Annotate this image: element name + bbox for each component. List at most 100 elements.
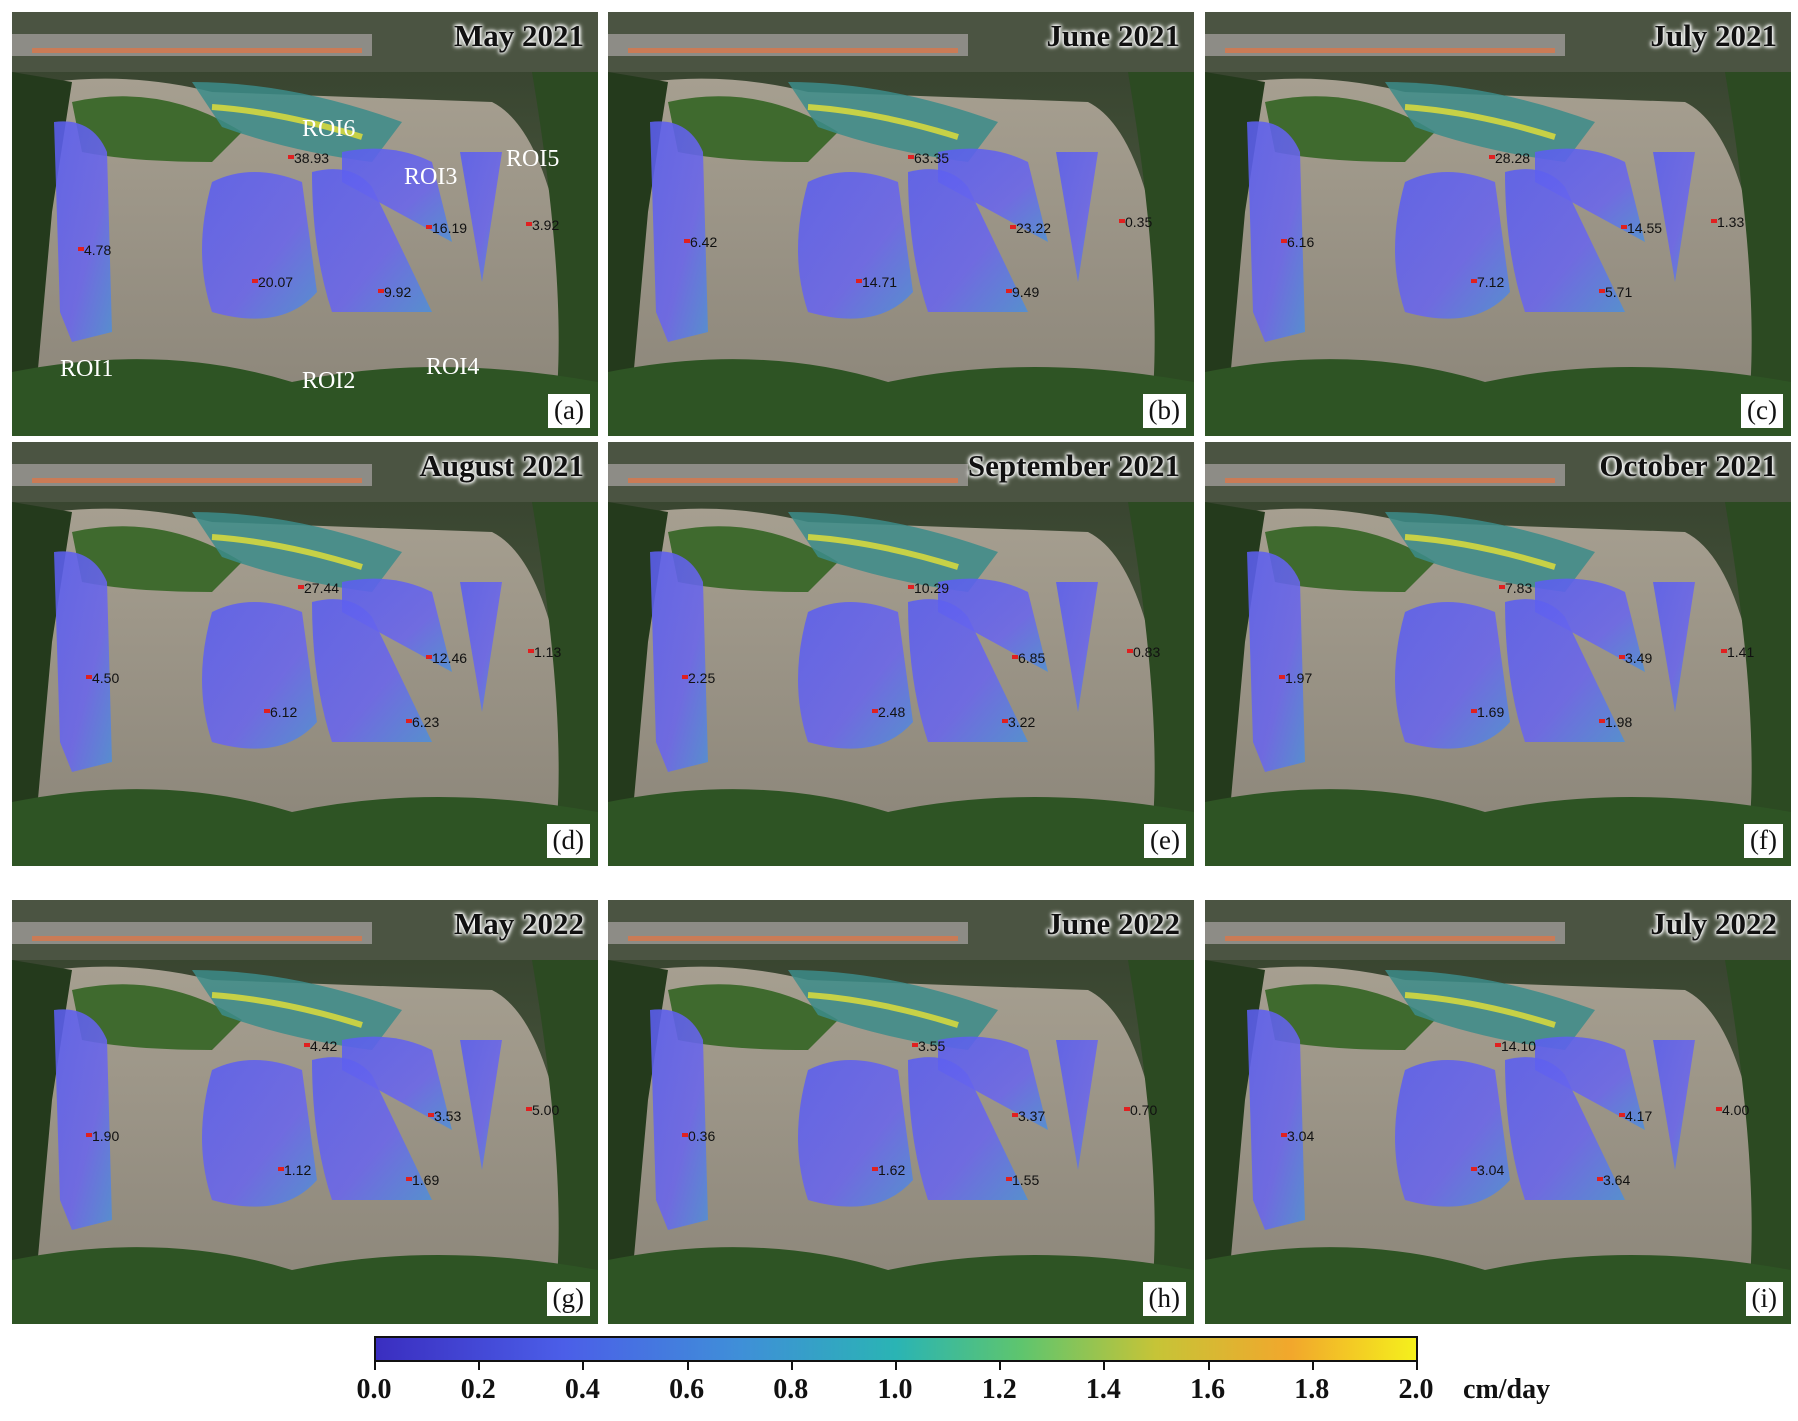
velocity-marker (278, 1167, 284, 1171)
colorbar-tick (686, 1362, 689, 1370)
velocity-value: 1.12 (284, 1162, 312, 1178)
panel-h: June 2022 (h) 0.36 1.62 3.37 1.55 0.70 3.55 (608, 900, 1194, 1324)
velocity-marker (1279, 675, 1285, 679)
panel-title: September 2021 (967, 448, 1180, 483)
panel-title: October 2021 (1599, 448, 1777, 483)
velocity-value: 4.42 (310, 1038, 338, 1054)
panel-c: July 2021 (c) 6.16 7.12 14.55 5.71 1.33 28.28 (1205, 12, 1791, 436)
velocity-marker (252, 279, 258, 283)
panel-e: September 2021 (e) 2.25 2.48 6.85 3.22 0.83 10.… (608, 442, 1194, 866)
colorbar-tick-label: 2.0 (1398, 1374, 1434, 1405)
panel-b: June 2021 (b) 6.42 14.71 23.22 9.49 0.35 63.35 (608, 12, 1194, 436)
panel-label: (d) (546, 824, 590, 858)
colorbar-tick (999, 1362, 1002, 1370)
velocity-marker (1489, 155, 1495, 159)
velocity-marker (304, 1043, 310, 1047)
velocity-value: 1.69 (412, 1172, 440, 1188)
velocity-value: 5.71 (1605, 284, 1633, 300)
colorbar-tick-label: 1.4 (1085, 1374, 1121, 1405)
velocity-marker (86, 1133, 92, 1137)
velocity-value: 1.33 (1717, 214, 1745, 230)
velocity-marker (1012, 655, 1018, 659)
velocity-marker (684, 239, 690, 243)
velocity-marker (1721, 649, 1727, 653)
panel-label: (b) (1142, 394, 1186, 428)
velocity-marker (406, 719, 412, 723)
colorbar-tick (582, 1362, 585, 1370)
velocity-value: 0.35 (1125, 214, 1153, 230)
velocity-marker (1006, 289, 1012, 293)
velocity-marker (1597, 1177, 1603, 1181)
velocity-marker (1010, 225, 1016, 229)
velocity-value: 4.78 (84, 242, 112, 258)
velocity-marker (78, 247, 84, 251)
velocity-value: 3.04 (1477, 1162, 1505, 1178)
velocity-marker (872, 709, 878, 713)
velocity-marker (682, 1133, 688, 1137)
velocity-value: 3.49 (1625, 650, 1653, 666)
velocity-value: 1.13 (534, 644, 562, 660)
velocity-value: 6.16 (1287, 234, 1315, 250)
velocity-value: 16.19 (432, 220, 468, 236)
velocity-marker (1012, 1113, 1018, 1117)
colorbar-tick-label: 0.2 (460, 1374, 496, 1405)
roi-label: ROI2 (302, 368, 356, 394)
velocity-value: 9.92 (384, 284, 412, 300)
panel-a: May 2021 (a) ROI6 ROI3 ROI5 ROI1 ROI2 ROI4 4.78 2… (12, 12, 598, 436)
colorbar-tick-label: 0.8 (773, 1374, 809, 1405)
panel-title: July 2022 (1650, 906, 1777, 941)
velocity-marker (1119, 219, 1125, 223)
velocity-value: 9.49 (1012, 284, 1040, 300)
velocity-value: 0.83 (1133, 644, 1161, 660)
velocity-value: 2.48 (878, 704, 906, 720)
velocity-value: 0.70 (1130, 1102, 1158, 1118)
panel-g: May 2022 (g) 1.90 1.12 3.53 1.69 5.00 4.42 (12, 900, 598, 1324)
velocity-value: 1.90 (92, 1128, 120, 1144)
velocity-marker (264, 709, 270, 713)
velocity-marker (908, 155, 914, 159)
velocity-marker (1471, 279, 1477, 283)
roi-label: ROI3 (404, 164, 458, 190)
velocity-value: 7.12 (1477, 274, 1505, 290)
velocity-value: 5.00 (532, 1102, 560, 1118)
velocity-value: 4.17 (1625, 1108, 1653, 1124)
colorbar-tick (374, 1362, 376, 1370)
velocity-marker (1281, 1133, 1287, 1137)
velocity-value: 1.98 (1605, 714, 1633, 730)
colorbar-unit: cm/day (1463, 1374, 1551, 1405)
velocity-value: 23.22 (1016, 220, 1052, 236)
velocity-marker (298, 585, 304, 589)
velocity-marker (526, 1107, 532, 1111)
velocity-marker (1716, 1107, 1722, 1111)
colorbar-tick (1103, 1362, 1106, 1370)
colorbar-tick-label: 0.6 (669, 1374, 705, 1405)
panel-i: July 2022 (i) 3.04 3.04 4.17 3.64 4.00 14.10 (1205, 900, 1791, 1324)
velocity-value: 14.55 (1627, 220, 1663, 236)
velocity-marker (426, 225, 432, 229)
panel-label: (i) (1745, 1282, 1783, 1316)
velocity-marker (1711, 219, 1717, 223)
velocity-value: 6.23 (412, 714, 440, 730)
velocity-marker (1006, 1177, 1012, 1181)
velocity-marker (288, 155, 294, 159)
velocity-marker (1621, 225, 1627, 229)
velocity-marker (1599, 719, 1605, 723)
panel-label: (a) (548, 394, 590, 428)
panel-title: May 2021 (453, 18, 584, 53)
colorbar-tick-label: 1.2 (981, 1374, 1017, 1405)
velocity-value: 14.71 (862, 274, 898, 290)
velocity-marker (908, 585, 914, 589)
velocity-value: 3.37 (1018, 1108, 1046, 1124)
velocity-value: 63.35 (914, 150, 950, 166)
velocity-value: 12.46 (432, 650, 468, 666)
velocity-marker (428, 1113, 434, 1117)
velocity-marker (1619, 655, 1625, 659)
velocity-value: 3.92 (532, 217, 560, 233)
colorbar-tick-label: 1.8 (1294, 1374, 1330, 1405)
velocity-marker (872, 1167, 878, 1171)
panel-f: October 2021 (f) 1.97 1.69 3.49 1.98 1.41 7.83 (1205, 442, 1791, 866)
velocity-value: 6.12 (270, 704, 298, 720)
velocity-marker (1619, 1113, 1625, 1117)
velocity-marker (528, 649, 534, 653)
velocity-value: 7.83 (1505, 580, 1533, 596)
